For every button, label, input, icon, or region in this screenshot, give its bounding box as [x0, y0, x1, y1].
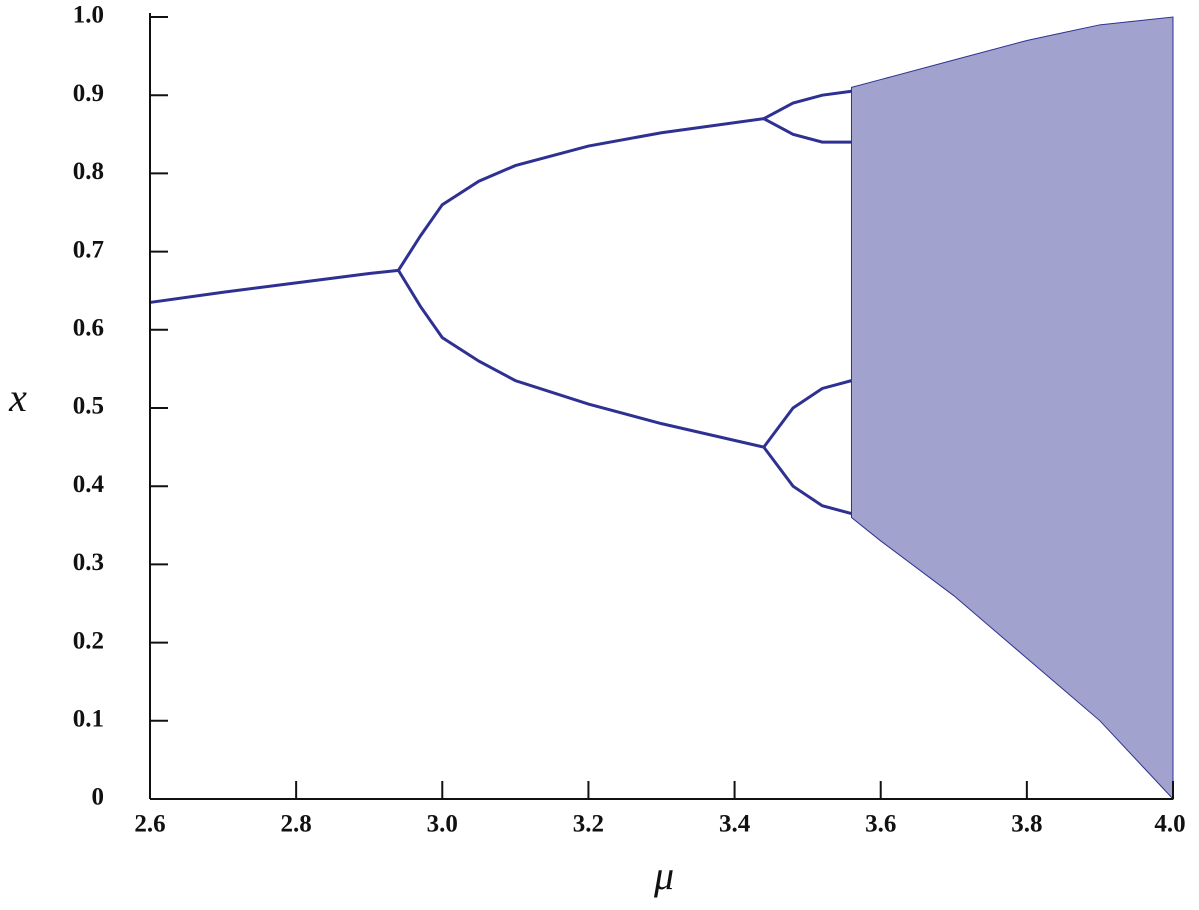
x-tick-label: 2.8: [281, 811, 312, 838]
chaos-band: [850, 16, 1174, 801]
x-tick-label: 3.2: [573, 811, 604, 838]
x-tick-label: 2.6: [134, 811, 165, 838]
y-tick-label: 0.7: [73, 236, 104, 263]
y-tick-label: 0.5: [73, 393, 104, 420]
y-tick-label: 0: [92, 784, 105, 811]
x-tick-label: 3.0: [427, 811, 458, 838]
x-axis-label: μ: [653, 853, 674, 898]
y-tick-label: 0.1: [73, 706, 104, 733]
y-tick-label: 0.6: [73, 315, 104, 342]
y-tick-label: 0.8: [73, 158, 104, 185]
y-axis-label: x: [8, 375, 27, 420]
branch-line: [763, 117, 852, 144]
y-tick-label: 0.2: [73, 627, 104, 654]
branch-line: [763, 89, 852, 120]
x-tick-label: 3.6: [865, 811, 896, 838]
y-tick-label: 0.3: [73, 549, 104, 576]
y-tick-label: 0.9: [73, 80, 104, 107]
branch-line: [762, 446, 852, 516]
x-tick-label: 3.8: [1011, 811, 1042, 838]
branch-line: [397, 269, 765, 449]
branch-line: [397, 117, 765, 272]
y-tick-label: 0.4: [73, 471, 105, 498]
x-tick-label: 4.0: [1154, 811, 1185, 838]
branch-line: [762, 379, 852, 448]
branch-line: [149, 268, 399, 304]
x-tick-label: 3.4: [719, 811, 751, 838]
y-tick-label: 1.0: [73, 2, 104, 29]
